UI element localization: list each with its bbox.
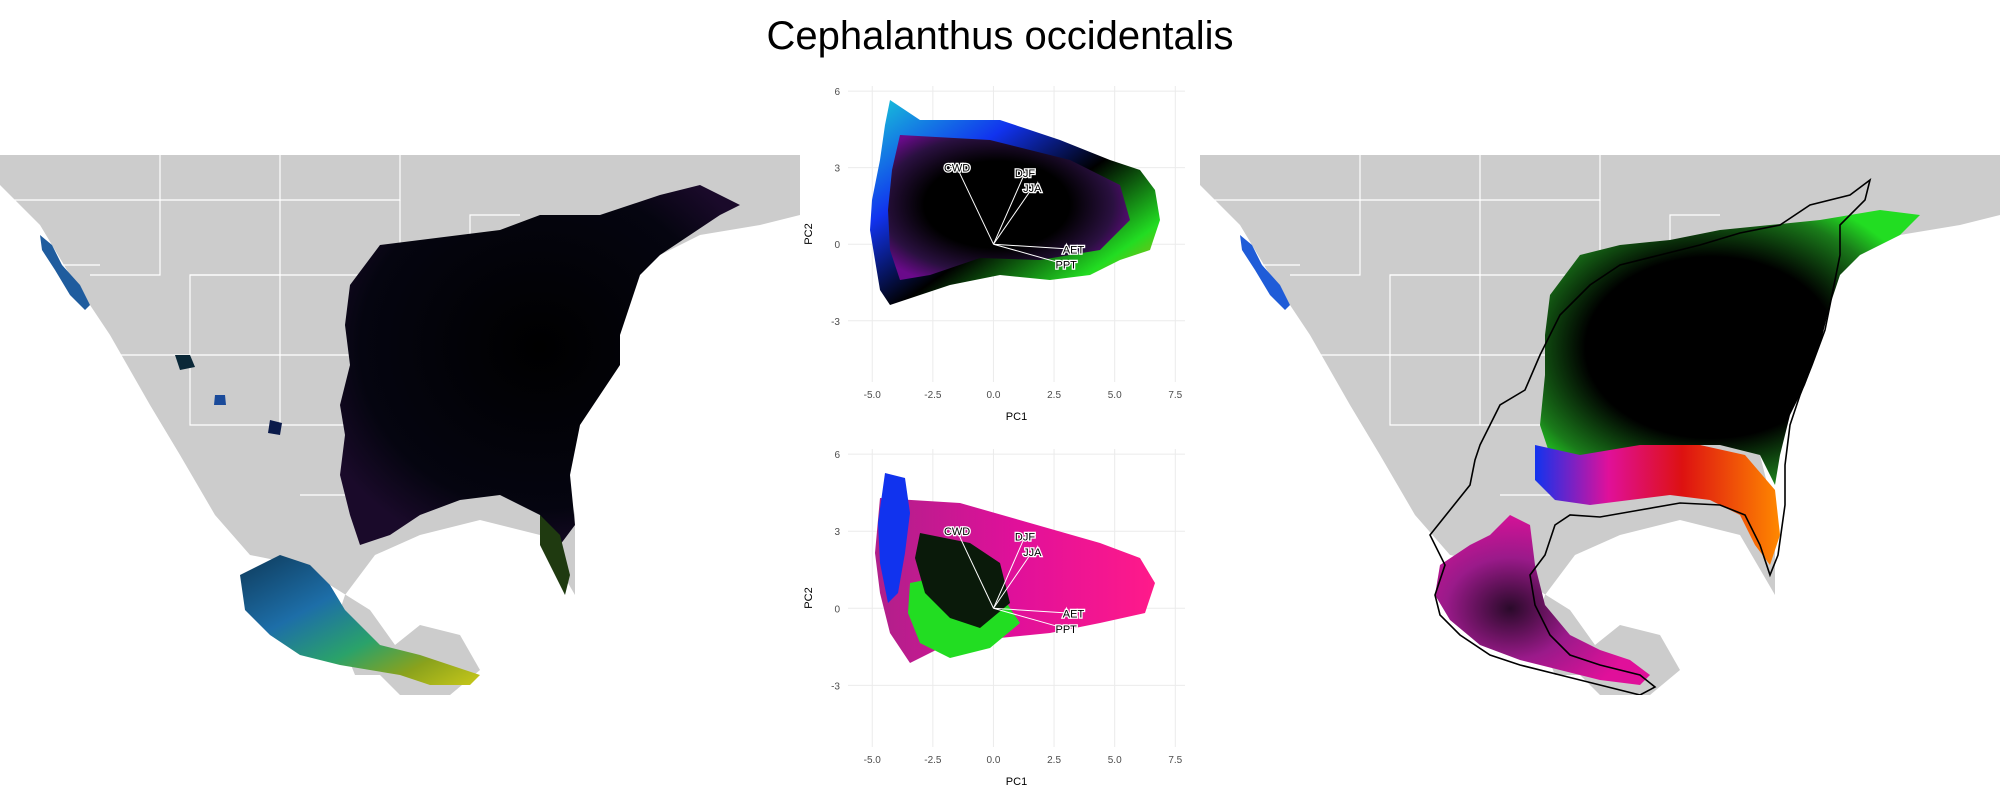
x-tick-label: 7.5 [1168, 755, 1182, 766]
y-tick-label: 6 [834, 450, 840, 461]
x-tick-label: 0.0 [987, 390, 1001, 401]
loading-vector [993, 243, 1067, 266]
range-outline [1429, 178, 1872, 695]
loading-label: DJF [1015, 168, 1035, 180]
loading-vector [993, 607, 1067, 630]
loading-vector [993, 607, 1074, 614]
loading-vector [993, 551, 1033, 609]
x-tick-label: 0.0 [987, 755, 1001, 766]
west-patch-2 [214, 395, 226, 405]
x-tick-label: 2.5 [1047, 755, 1061, 766]
south-range [1535, 445, 1780, 565]
x-tick-label: -2.5 [924, 390, 942, 401]
x-tick-label: 5.0 [1108, 390, 1122, 401]
loading-label: AET [1063, 244, 1085, 256]
y-tick-label: 6 [834, 87, 840, 98]
y-axis-label: PC2 [803, 223, 815, 244]
california-range [1240, 235, 1290, 310]
mexico-range [240, 555, 480, 685]
loading-vector [993, 536, 1026, 609]
x-tick-label: -5.0 [864, 755, 882, 766]
loading-vector [993, 187, 1033, 245]
florida-range [540, 515, 570, 595]
y-tick-label: 0 [834, 240, 840, 251]
loading-vector [956, 530, 994, 609]
y-tick-label: -3 [831, 681, 840, 692]
point-cloud-black [915, 533, 1010, 628]
y-tick-label: 3 [834, 164, 840, 175]
loading-label: CWD [944, 526, 970, 538]
california-range [40, 235, 90, 310]
y-tick-label: 0 [834, 604, 840, 615]
west-patch-3 [268, 420, 282, 435]
right-map [1200, 155, 2000, 695]
y-tick-label: -3 [831, 317, 840, 328]
mexico-range [1435, 515, 1650, 685]
loading-vector [956, 167, 994, 245]
loading-label: DJF [1015, 531, 1035, 543]
point-cloud-core [888, 135, 1130, 280]
x-tick-label: 5.0 [1108, 755, 1122, 766]
loading-label: CWD [944, 163, 970, 175]
point-cloud-blue [878, 473, 910, 603]
x-tick-label: 7.5 [1168, 390, 1182, 401]
point-cloud-magenta [875, 498, 1155, 663]
y-tick-label: 3 [834, 527, 840, 538]
page-title: Cephalanthus occidentalis [766, 14, 1234, 58]
loading-vector [993, 243, 1074, 250]
x-tick-label: -5.0 [864, 390, 882, 401]
x-tick-label: -2.5 [924, 755, 942, 766]
east-range [1540, 210, 1920, 485]
loading-label: PPT [1055, 624, 1077, 636]
east-range [340, 185, 740, 545]
y-axis-label: PC2 [803, 587, 815, 608]
loading-label: AET [1063, 608, 1085, 620]
loading-vector [993, 172, 1026, 245]
pca-biplot-bottom: -5.0 -2.5 0.0 2.5 5.0 7.5 -3 0 3 6 PC1 PC2 CWD DJF JJ… [803, 449, 1185, 788]
west-patch-1 [175, 355, 195, 370]
loading-label: JJA [1023, 183, 1042, 195]
loading-label: PPT [1055, 260, 1077, 272]
loading-label: JJA [1023, 547, 1042, 559]
x-axis-label: PC1 [1006, 411, 1027, 423]
pca-biplot-top: -5.0 -2.5 0.0 2.5 5.0 7.5 -3 0 3 6 PC1 PC2 CWD DJF JJ… [803, 86, 1185, 423]
x-tick-label: 2.5 [1047, 390, 1061, 401]
left-map [0, 155, 800, 695]
x-axis-label: PC1 [1006, 776, 1027, 788]
